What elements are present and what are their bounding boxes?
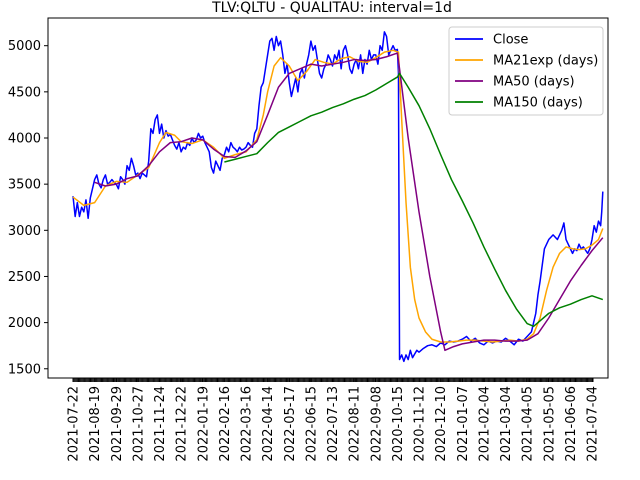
x-tick-label: 2021-07-04 — [586, 386, 601, 462]
legend-label: Close — [493, 33, 528, 48]
legend-box — [448, 26, 604, 116]
plot-lines — [72, 31, 604, 363]
legend: Close MA21exp (days) MA50 (days) MA150 (day… — [448, 26, 604, 116]
y-tick-label: 2000 — [8, 316, 41, 331]
x-tick-label: 2021-11-24 — [153, 386, 168, 462]
y-tick-label: 1500 — [8, 362, 41, 377]
series-line-ma150-days — [224, 72, 604, 328]
y-tick-label: 3500 — [8, 178, 41, 193]
x-tick-label: 2022-03-16 — [240, 386, 255, 462]
x-tick-label: 2020-10-15 — [391, 386, 406, 462]
x-tick-label: 2022-01-19 — [196, 386, 211, 462]
x-tick-label: 2021-07-22 — [67, 386, 82, 462]
y-tick-label: 4000 — [8, 132, 41, 147]
x-axis: 2021-07-22 2021-08-19 2021-09-29 2021-10-27… — [67, 378, 601, 462]
x-tick-label: 2021-12-22 — [175, 386, 190, 462]
x-tick-label: 2022-07-13 — [326, 386, 341, 462]
x-tick-label: 2021-02-04 — [477, 386, 492, 462]
x-tick-label: 2021-05-05 — [542, 386, 557, 462]
x-tick-label: 2022-08-11 — [348, 386, 363, 462]
x-tick-label: 2020-11-12 — [413, 386, 428, 462]
x-tick-label: 2022-09-08 — [369, 386, 384, 462]
series-line-ma50-days — [94, 52, 604, 352]
x-tick-label: 2022-05-17 — [283, 386, 298, 462]
y-tick-label: 4500 — [8, 85, 41, 100]
chart-title: TLV:QLTU - QUALITAU: interval=1d — [211, 0, 452, 16]
x-tick-label: 2021-01-07 — [456, 386, 471, 462]
x-tick-label: 2021-10-27 — [131, 386, 146, 462]
x-tick-label: 2021-04-05 — [521, 386, 536, 462]
x-tick-label: 2021-06-06 — [564, 386, 579, 462]
x-tick-label: 2022-04-14 — [261, 386, 276, 462]
y-axis: 1500 2000 2500 3000 3500 4000 4500 5000 — [8, 39, 48, 377]
x-tick-label: 2021-03-04 — [499, 386, 514, 462]
x-tick-label: 2021-08-19 — [88, 386, 103, 462]
legend-label: MA21exp (days) — [493, 54, 598, 69]
legend-label: MA150 (days) — [493, 96, 583, 111]
x-tick-label: 2021-09-29 — [110, 386, 125, 462]
y-tick-label: 5000 — [8, 39, 41, 54]
y-tick-label: 2500 — [8, 270, 41, 285]
x-tick-label: 2022-06-15 — [304, 386, 319, 462]
y-tick-label: 3000 — [8, 224, 41, 239]
x-tick-label: 2022-02-16 — [218, 386, 233, 462]
x-tick-label: 2020-12-10 — [434, 386, 449, 462]
legend-label: MA50 (days) — [493, 75, 575, 90]
